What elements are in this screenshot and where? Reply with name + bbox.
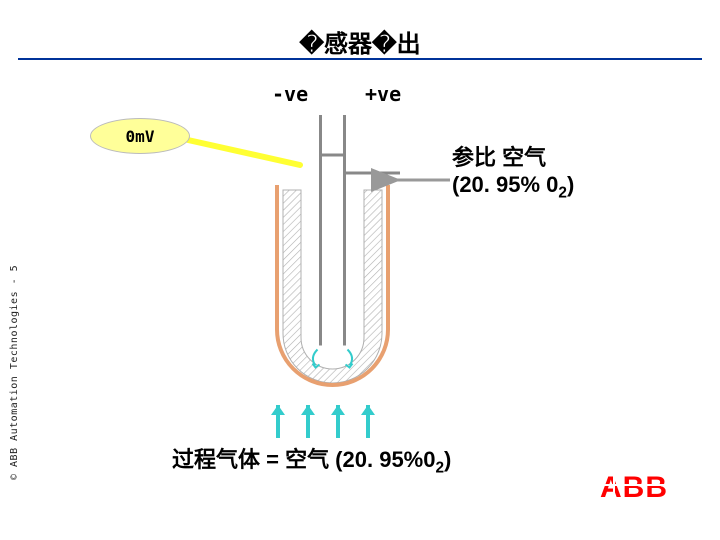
- process-gas-label: 过程气体 = 空气 (20. 95%02): [172, 442, 451, 477]
- svg-text:ABB: ABB: [600, 471, 668, 504]
- copyright-text: © ABB Automation Technologies - 5: [9, 265, 20, 480]
- voltage-value: 0mV: [126, 127, 155, 146]
- positive-terminal-label: +ve: [365, 82, 401, 106]
- reference-air-label: 参比 空气 (20. 95% 02): [452, 140, 574, 202]
- reference-air-line1: 参比 空气: [452, 140, 574, 172]
- abb-logo: ABB: [600, 469, 690, 510]
- negative-terminal-label: -ve: [272, 82, 308, 106]
- reference-air-line2: (20. 95% 02): [452, 172, 574, 202]
- slide-title: �感器�出: [0, 24, 720, 59]
- sensor-diagram: [265, 115, 400, 415]
- voltage-callout: 0mV: [90, 118, 190, 154]
- title-text: �感器�出: [299, 31, 420, 58]
- abb-logo-svg: ABB: [600, 469, 690, 505]
- title-underline: [18, 58, 702, 60]
